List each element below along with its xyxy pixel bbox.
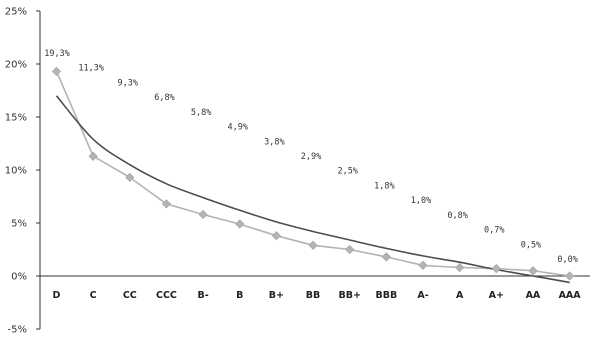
data-point-marker [88, 151, 98, 161]
data-point-marker [455, 262, 465, 273]
x-tick-label: A+ [489, 290, 504, 301]
trendline-path [55, 95, 570, 284]
data-point-marker [198, 209, 208, 220]
data-label: 1,0% [411, 196, 431, 206]
x-tick-label: CCC [156, 290, 177, 301]
x-tick-label: AAA [559, 290, 582, 301]
data-label: 4,9% [228, 123, 248, 133]
data-point-marker [418, 260, 428, 271]
data-point-marker [308, 240, 318, 250]
y-tick-label: -5% [8, 325, 27, 336]
x-tick-label: C [90, 290, 97, 301]
x-tick-label: CC [123, 290, 137, 301]
data-labels: 19,3% 11,3% 9,3% 6,8% 5,8% 4,9% 3,8% 2,9% 2,5% 1,… [44, 49, 578, 265]
data-label: 0,0% [557, 255, 577, 265]
data-point-marker [51, 66, 62, 77]
data-label: 5,8% [191, 108, 211, 118]
data-label: 11,3% [78, 64, 104, 74]
series-markers [51, 66, 575, 281]
x-tick-label: B- [198, 290, 209, 301]
x-tick-label: BBB [375, 290, 397, 301]
y-axis-tick-labels: -5% 0% 5% 10% 15% 20% 25% [5, 7, 27, 336]
data-point-marker [345, 244, 355, 255]
data-label: 2,5% [337, 167, 357, 177]
x-tick-label: A- [417, 290, 428, 301]
x-tick-label: BB [306, 290, 320, 301]
trendline [55, 95, 570, 284]
data-point-marker [271, 231, 282, 241]
data-label: 9,3% [118, 78, 138, 88]
x-tick-label: B+ [269, 290, 284, 301]
x-tick-label: BB+ [338, 290, 360, 301]
data-label: 3,8% [264, 137, 284, 147]
x-axis-tick-labels: D C CC CCC B- B B+ BB BB+ BBB A- A A+ AA AAA [53, 290, 582, 301]
x-tick-label: B [236, 290, 243, 301]
data-label: 6,8% [154, 93, 174, 103]
y-tick-label: 10% [5, 166, 27, 177]
y-tick-label: 25% [5, 7, 27, 18]
y-tick-label: 0% [11, 272, 27, 283]
data-label: 1,8% [374, 181, 394, 191]
x-tick-label: D [53, 290, 61, 301]
x-tick-label: AA [526, 290, 541, 301]
data-point-marker [528, 266, 538, 276]
data-point-marker [235, 219, 245, 229]
y-tick-label: 5% [11, 219, 27, 230]
data-point-marker [381, 252, 391, 262]
y-tick-label: 20% [5, 60, 27, 71]
data-point-marker [161, 199, 172, 209]
data-label: 0,7% [484, 226, 504, 236]
data-label: 19,3% [44, 49, 70, 59]
x-tick-label: A [456, 290, 464, 301]
data-point-marker [125, 172, 135, 183]
chart-axes [36, 10, 590, 330]
data-label: 0,5% [521, 240, 541, 250]
data-point-marker [491, 263, 501, 274]
y-tick-label: 15% [5, 113, 27, 124]
data-point-marker [564, 271, 575, 281]
data-label: 2,9% [301, 152, 321, 162]
data-label: 0,8% [447, 211, 467, 221]
